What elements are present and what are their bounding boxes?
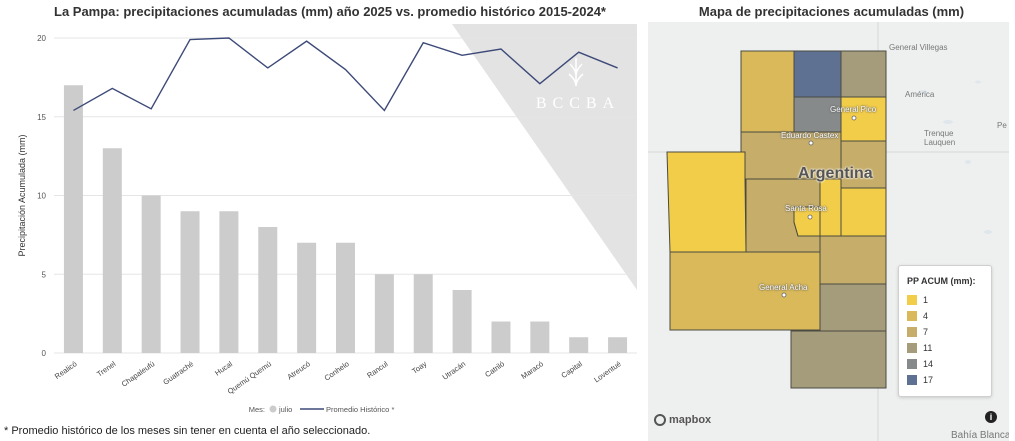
chart-panel: BCCBA 0 5 10 15 20 Precipitación Acumulada (mm… [4, 4, 637, 437]
x-tick-label: Loventué [592, 359, 622, 384]
dept-hucal [819, 283, 887, 332]
combo-chart: BCCBA 0 5 10 15 20 Precipitación Acumulada (mm… [17, 24, 637, 414]
bar [374, 274, 394, 353]
bar [569, 337, 589, 353]
legend-swatch [907, 375, 917, 385]
bar [258, 227, 278, 353]
legend-item: 17 [907, 374, 933, 386]
bar [413, 274, 433, 353]
legend-title: PP ACUM (mm): [907, 276, 976, 286]
x-tick-label: Realicó [53, 359, 79, 381]
x-tick-label: Atreucó [285, 359, 311, 381]
x-tick-label: Hucal [213, 359, 234, 378]
bar [608, 337, 628, 353]
watermark-text: BCCBA [536, 95, 620, 112]
dept-capital [793, 206, 821, 237]
place-label: General Villegas [889, 43, 948, 52]
dept-chapaleufu [840, 50, 887, 98]
legend-label: 4 [923, 311, 929, 321]
bar [530, 321, 550, 353]
legend-label: 11 [923, 343, 933, 353]
map-title: Mapa de precipitaciones acumuladas (mm) [698, 4, 965, 19]
legend-swatch [907, 327, 917, 337]
x-tick-label: Rancul [365, 359, 390, 380]
legend-label: julio [278, 405, 292, 414]
map-canvas[interactable]: General Villegas América Trenque Lauquen… [648, 22, 1009, 441]
y-tick-label: 10 [37, 192, 46, 201]
departments [666, 50, 887, 389]
place-label: Pe [997, 121, 1007, 130]
legend-label: Promedio Histórico * [326, 405, 394, 414]
legend-swatch [907, 343, 917, 353]
line-series-historico [73, 37, 618, 112]
map-legend: PP ACUM (mm): 1 4 7 11 14 [898, 265, 992, 397]
country-label: Argentina [798, 165, 873, 182]
city-label: Eduardo Castex [781, 131, 839, 140]
legend-title: Mes: [249, 405, 265, 414]
chart-title: La Pampa: precipitaciones acumuladas (mm… [54, 4, 606, 19]
choropleth-map [648, 22, 1009, 441]
x-tick-label: Utracán [441, 359, 468, 381]
bar [180, 211, 200, 353]
legend-item: 7 [907, 326, 928, 338]
city-label: General Acha [759, 283, 808, 292]
dept-chalileo [666, 151, 747, 253]
legend-item: 11 [907, 342, 932, 354]
mapbox-icon [654, 414, 666, 426]
info-icon[interactable]: i [985, 411, 997, 423]
dept-caleu-caleu [790, 330, 887, 389]
city-label: General Pico [830, 105, 877, 114]
bar [141, 195, 161, 353]
legend-swatch [907, 359, 917, 369]
y-tick-label: 15 [37, 113, 46, 122]
legend-swatch [907, 295, 917, 305]
legend-item: 4 [907, 310, 928, 322]
y-tick-label: 20 [37, 34, 46, 43]
dept-realico [793, 50, 842, 98]
x-tick-label: Maracó [519, 359, 545, 381]
dept-atreuco [840, 187, 887, 237]
city-label: Santa Rosa [785, 204, 827, 213]
dept-rancul [840, 96, 887, 142]
dept-guatrache [819, 235, 887, 285]
legend-label: 14 [923, 359, 934, 369]
dept-trenel [793, 96, 842, 133]
footnote: * Promedio histórico de los meses sin te… [4, 425, 371, 437]
bar [219, 211, 239, 353]
watermark-wheat-icon [568, 58, 584, 87]
legend-label: 17 [923, 375, 934, 385]
legend-item: 1 [907, 294, 928, 306]
y-axis-label: Precipitación Acumulada (mm) [17, 134, 27, 256]
y-tick-label: 5 [42, 270, 47, 279]
place-label: Bahía Blanca [951, 430, 1009, 441]
bar [491, 321, 511, 353]
x-tick-label: Capital [560, 359, 585, 380]
legend-label: 7 [923, 327, 929, 337]
place-label: América [905, 90, 935, 99]
x-tick-label: Trenel [95, 359, 118, 379]
bar [452, 290, 472, 353]
x-tick-label: Chapaleufú [120, 359, 157, 388]
x-tick-label: Guatraché [161, 359, 195, 386]
legend-swatch [907, 311, 917, 321]
bar [102, 148, 122, 353]
dept-maraco [740, 50, 795, 133]
map-panel: Mapa de precipitaciones acumuladas (mm) [648, 0, 1015, 441]
bar [63, 85, 83, 353]
x-tick-label: Conhelo [323, 359, 351, 382]
watermark-shape [452, 24, 637, 290]
place-label: Trenque Lauquen [924, 129, 956, 147]
legend-label: 1 [923, 295, 929, 305]
mapbox-logo[interactable]: mapbox [654, 414, 711, 426]
bar [297, 242, 317, 353]
y-tick-label: 0 [42, 349, 47, 358]
x-tick-label: Catriló [483, 359, 506, 379]
legend-item: 14 [907, 358, 933, 370]
x-tick-label: Toay [410, 359, 428, 376]
x-tick-label: Quemú Quemú [226, 359, 273, 396]
bar [336, 242, 355, 353]
mapbox-label: mapbox [669, 414, 712, 426]
legend-bar-swatch [269, 405, 277, 413]
